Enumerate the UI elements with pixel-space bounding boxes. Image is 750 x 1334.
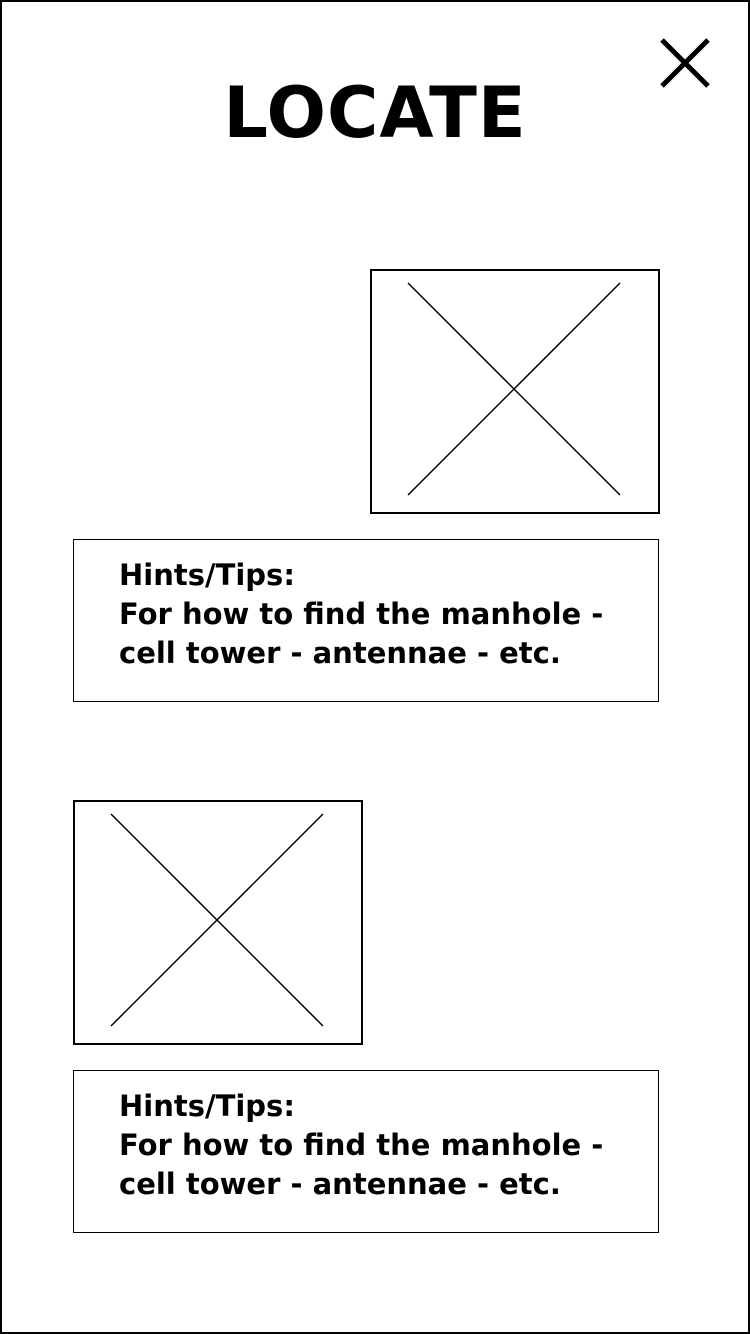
hint-line: cell tower - antennae - etc. [119, 636, 561, 670]
hint-box: Hints/Tips: For how to find the manhole … [73, 1070, 659, 1233]
hint-line: For how to find the manhole - [119, 597, 604, 631]
image-placeholder [370, 269, 660, 514]
hint-heading: Hints/Tips: [119, 558, 295, 592]
page-title: LOCATE [223, 72, 527, 154]
image-placeholder [73, 800, 363, 1045]
hint-line: For how to find the manhole - [119, 1128, 604, 1162]
hint-heading: Hints/Tips: [119, 1089, 295, 1123]
close-button[interactable] [656, 34, 714, 92]
image-placeholder-icon [110, 813, 324, 1027]
image-placeholder-icon [407, 282, 621, 496]
hint-text: Hints/Tips: For how to find the manhole … [119, 1087, 649, 1204]
hint-text: Hints/Tips: For how to find the manhole … [119, 556, 649, 673]
close-icon [660, 38, 710, 88]
hint-box: Hints/Tips: For how to find the manhole … [73, 539, 659, 702]
hint-line: cell tower - antennae - etc. [119, 1167, 561, 1201]
